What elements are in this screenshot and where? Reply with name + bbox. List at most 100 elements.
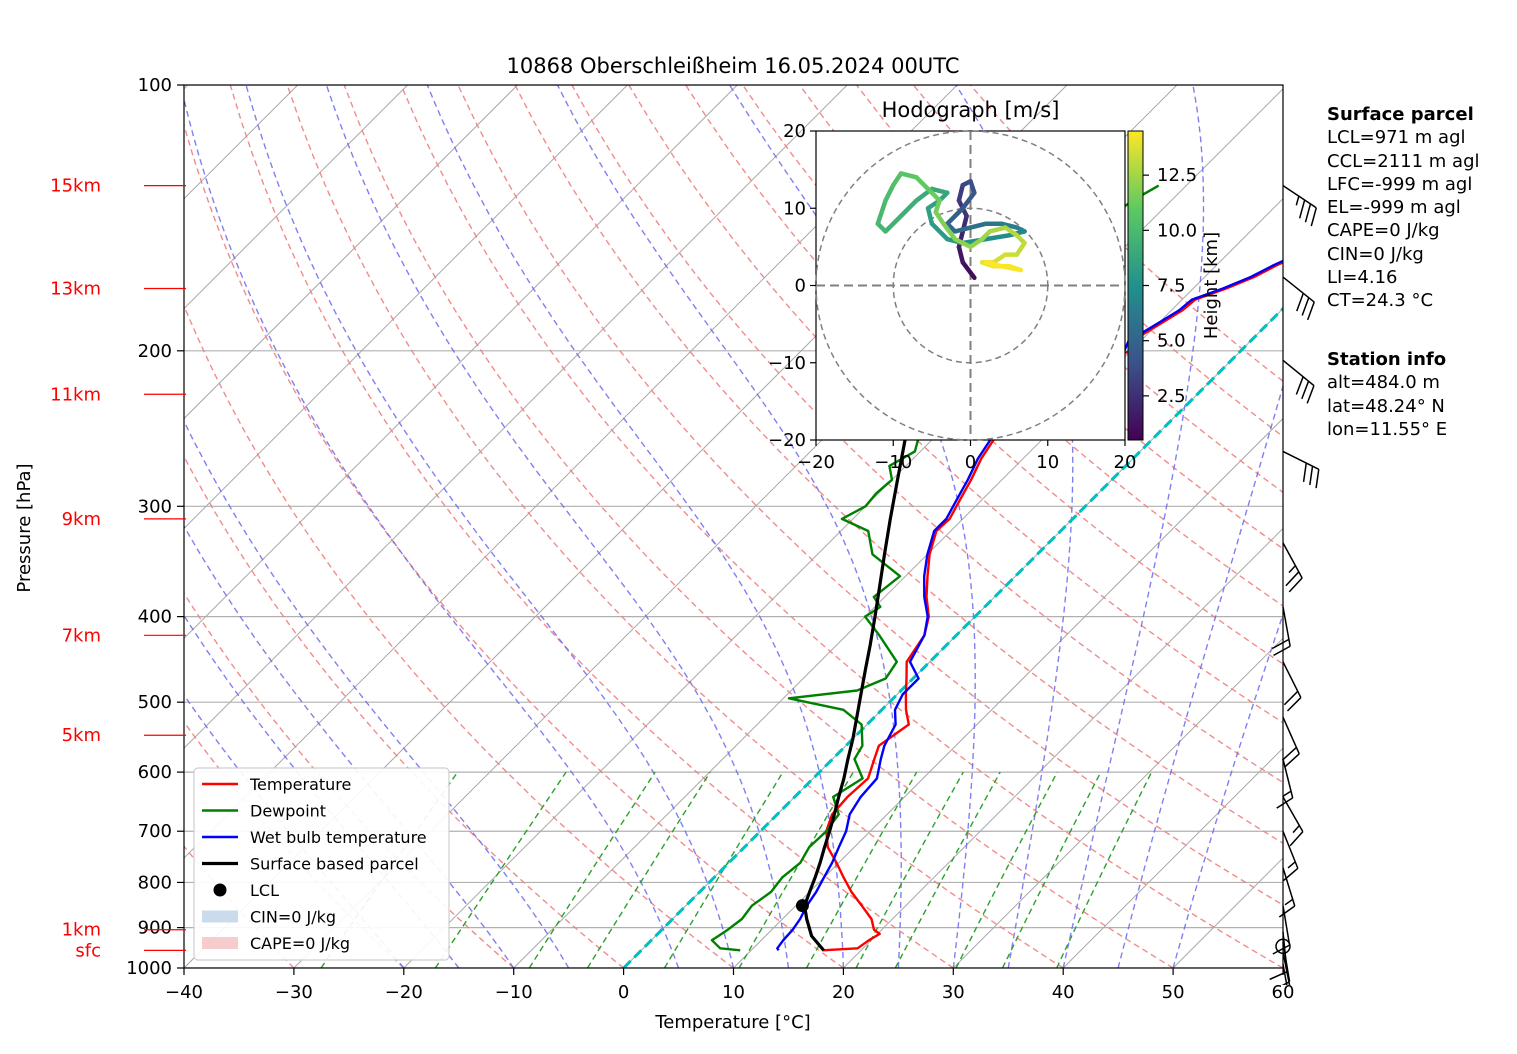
isotherm-line xyxy=(184,85,518,420)
hodograph-segment xyxy=(875,198,888,226)
surface-parcel-heading: Surface parcel xyxy=(1327,104,1474,125)
wind-barb-flag xyxy=(1271,638,1290,650)
x-tick-label: 0 xyxy=(618,982,629,1003)
wind-barb-flag xyxy=(1296,293,1305,312)
wind-barb-staff xyxy=(1282,905,1291,946)
lfc-value: LFC=-999 m agl xyxy=(1327,173,1473,195)
hodograph-segment xyxy=(898,198,919,219)
mixing-ratio-line xyxy=(738,771,854,968)
moist-adiabat-line xyxy=(245,85,735,968)
wind-barb-flag xyxy=(1301,297,1310,316)
y-tick-label: 1000 xyxy=(126,958,172,979)
wind-barb-half-flag xyxy=(1282,790,1292,797)
hodograph-segment xyxy=(960,260,977,281)
wind-barb-flag xyxy=(1273,645,1291,657)
hodograph-segment xyxy=(968,236,985,250)
hodograph-x-tick-label: 10 xyxy=(1036,452,1059,473)
legend-label: Dewpoint xyxy=(250,802,326,821)
mixing-ratio-line xyxy=(894,771,1001,968)
station-altitude: alt=484.0 m xyxy=(1327,372,1440,394)
y-tick-label: 700 xyxy=(138,821,172,842)
hodograph-segment xyxy=(898,171,919,180)
mixing-ratio-line xyxy=(1001,771,1102,968)
height-tick-label: sfc xyxy=(75,940,101,961)
moist-adiabat-line xyxy=(729,85,976,968)
x-tick-label: 20 xyxy=(832,982,855,1003)
legend-label: Wet bulb temperature xyxy=(250,828,427,847)
lcl-value: LCL=971 m agl xyxy=(1327,127,1466,149)
legend-label: Temperature xyxy=(249,775,351,794)
hodograph-y-tick-label: −20 xyxy=(768,430,806,451)
hodograph-segment xyxy=(983,260,1004,269)
y-tick-label: 900 xyxy=(138,918,172,939)
hodograph-segment xyxy=(925,206,935,226)
hodograph-segment xyxy=(1014,240,1027,257)
x-tick-label: 60 xyxy=(1272,982,1295,1003)
wind-barb-flag xyxy=(1281,746,1297,761)
legend-label: CAPE=0 J/kg xyxy=(250,934,350,953)
wind-barb-flag xyxy=(1276,797,1294,809)
dry-adiabat-line xyxy=(184,304,734,968)
isotherm-line xyxy=(184,85,408,310)
hodograph-segment xyxy=(999,263,1023,273)
legend-label: CIN=0 J/kg xyxy=(250,908,336,927)
legend-box xyxy=(193,767,450,961)
y-tick-label: 200 xyxy=(138,341,172,362)
isotherm-line xyxy=(952,637,1283,968)
dry-adiabat-line xyxy=(286,85,1064,968)
wind-barb-flag xyxy=(1301,380,1310,400)
hodograph-segment xyxy=(987,225,1008,234)
mixing-ratio-line xyxy=(586,771,711,968)
legend-swatch xyxy=(213,883,227,897)
wind-barb-flag xyxy=(1289,831,1304,847)
wind-barb-staff xyxy=(1282,661,1302,698)
mixing-ratio-line xyxy=(1056,771,1153,968)
li-value: LI=4.16 xyxy=(1327,267,1398,289)
wind-barb-flag xyxy=(1286,697,1302,712)
wind-barb-flag xyxy=(1283,690,1299,706)
moist-adiabat-line xyxy=(556,85,902,968)
wind-barb-flag xyxy=(1306,301,1315,321)
hodograph-segment xyxy=(968,221,989,230)
hodograph-y-tick-label: 20 xyxy=(783,121,806,142)
mixing-ratio-line xyxy=(663,771,784,968)
x-tick-label: 50 xyxy=(1162,982,1185,1003)
station-info-heading: Station info xyxy=(1327,349,1447,370)
legend: Temperature Dewpoint Wet bulb temperature S… xyxy=(193,767,450,961)
wind-barb-flag xyxy=(1315,469,1320,489)
lcl-point xyxy=(795,899,809,913)
hodograph-segment xyxy=(929,186,950,196)
hodograph-segment xyxy=(941,221,958,242)
wind-barb-half-flag xyxy=(1295,195,1300,206)
isotherm-line xyxy=(184,85,848,749)
wind-barb-staff xyxy=(1282,184,1317,209)
wind-barb-flag xyxy=(1304,203,1312,223)
hodograph-segment xyxy=(883,182,896,203)
hodograph-title: Hodograph [m/s] xyxy=(882,98,1060,122)
hodograph-segment xyxy=(956,244,966,265)
ccl-value: CCL=2111 m agl xyxy=(1327,150,1480,172)
moist-adiabat-line xyxy=(1172,612,1283,968)
x-tick-label: 10 xyxy=(722,982,745,1003)
hodograph-segment xyxy=(991,252,1008,265)
hodograph: −20−20 −10 −10 0 0 10 10 20 20 Hodograph [m/s] 2.5… xyxy=(768,98,1222,473)
hodograph-segment xyxy=(883,213,904,234)
hodograph-y-tick-label: 10 xyxy=(783,198,806,219)
height-tick-label: 5km xyxy=(62,725,101,746)
wind-barb-flag xyxy=(1284,753,1300,768)
wind-barb-flag xyxy=(1310,207,1318,227)
hodograph-segment xyxy=(952,236,973,250)
x-tick-label: 30 xyxy=(942,982,965,1003)
y-tick-label: 300 xyxy=(138,496,172,517)
x-tick-label: −40 xyxy=(165,982,203,1003)
wind-barb-half-flag xyxy=(1292,825,1300,834)
wind-barb-staff xyxy=(1282,867,1296,907)
hodograph-segment xyxy=(933,209,946,226)
y-axis-label: Pressure [hPa] xyxy=(14,463,35,592)
legend-label: Surface based parcel xyxy=(250,855,419,874)
mixing-ratio-line xyxy=(805,771,918,968)
y-tick-label: 800 xyxy=(138,872,172,893)
wind-barb-staff xyxy=(1282,796,1304,832)
